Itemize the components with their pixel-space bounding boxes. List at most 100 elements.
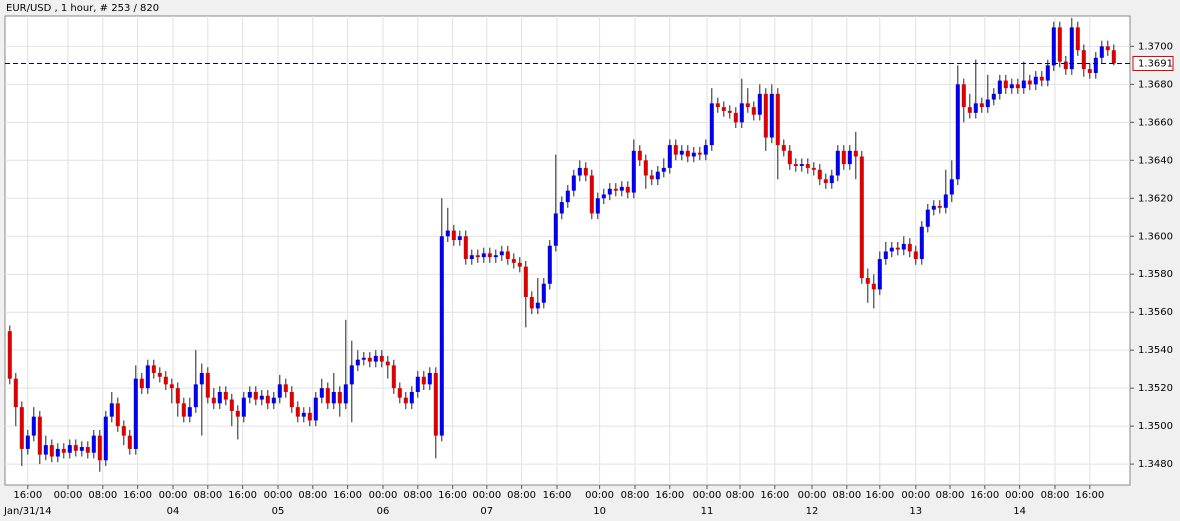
candle-body	[1081, 50, 1086, 70]
candle-body	[433, 372, 438, 436]
x-tick-label: 08:00	[832, 490, 861, 501]
candle-body	[1057, 27, 1062, 62]
candle-body	[139, 378, 144, 389]
candle-body	[55, 448, 60, 457]
x-tick-label: 00:00	[1005, 490, 1034, 501]
candle-body	[973, 103, 978, 113]
candle-body	[709, 103, 714, 146]
x-tick-label: 08:00	[298, 490, 327, 501]
candle-body	[613, 188, 618, 191]
candle-body	[223, 391, 228, 400]
candle-body	[421, 376, 426, 385]
candle-body	[655, 171, 660, 180]
y-tick-label: 1.3680	[1138, 79, 1173, 90]
candle-body	[607, 188, 612, 195]
candle-body	[865, 278, 870, 284]
candle-body	[955, 84, 960, 180]
candle-body	[361, 357, 366, 360]
candle-body	[97, 435, 102, 461]
candle-body	[1033, 76, 1038, 85]
candle-body	[793, 164, 798, 167]
candle-body	[985, 99, 990, 108]
candle-body	[349, 365, 354, 385]
candle-body	[805, 164, 810, 168]
candle-body	[241, 397, 246, 417]
candle-body	[649, 175, 654, 180]
candle-body	[535, 302, 540, 309]
candle-body	[577, 167, 582, 176]
candle-body	[175, 388, 180, 404]
candle-body	[403, 397, 408, 404]
candle-body	[259, 395, 264, 400]
candle-body	[1075, 27, 1080, 51]
candle-body	[823, 179, 828, 184]
candle-body	[901, 243, 906, 250]
date-label: 11	[701, 506, 714, 517]
candle-body	[817, 169, 822, 180]
candle-body	[193, 384, 198, 408]
candle-body	[91, 435, 96, 453]
candle-body	[169, 384, 174, 389]
candle-body	[931, 205, 936, 210]
candle-body	[997, 80, 1002, 94]
candle-body	[811, 167, 816, 170]
y-tick-label: 1.3600	[1138, 231, 1173, 242]
candle-body	[559, 202, 564, 214]
last-price-box	[1132, 55, 1174, 71]
candle-body	[475, 255, 480, 258]
candle-body	[355, 359, 360, 366]
candle-body	[679, 150, 684, 155]
date-label: 06	[377, 506, 390, 517]
candle-body	[445, 230, 450, 237]
candle-body	[943, 194, 948, 208]
candle-body	[799, 164, 804, 167]
candle-body	[187, 407, 192, 417]
candle-body	[1105, 46, 1110, 51]
candle-body	[667, 145, 672, 168]
candle-body	[775, 93, 780, 146]
candle-body	[283, 384, 288, 392]
candle-body	[319, 388, 324, 398]
x-tick-label: 00:00	[472, 490, 501, 501]
x-tick-label: 16:00	[333, 490, 362, 501]
candle-body	[265, 395, 270, 404]
x-tick-label: 16:00	[123, 490, 152, 501]
x-tick-label: 16:00	[1075, 490, 1104, 501]
y-tick-label: 1.3480	[1138, 459, 1173, 470]
candle-body	[25, 435, 30, 449]
candle-body	[631, 150, 636, 193]
candle-body	[247, 391, 252, 398]
candle-body	[661, 167, 666, 172]
candle-body	[343, 384, 348, 404]
x-tick-label: 08:00	[1041, 490, 1070, 501]
y-tick-label: 1.3560	[1138, 307, 1173, 318]
candle-body	[739, 103, 744, 123]
candle-body	[697, 152, 702, 155]
candle-body	[1063, 61, 1068, 70]
candle-body	[463, 236, 468, 260]
candle-body	[151, 365, 156, 373]
candle-body	[493, 255, 498, 258]
candle-body	[487, 253, 492, 258]
candle-body	[1015, 84, 1020, 89]
candle-body	[253, 391, 258, 400]
candles	[5, 17, 1130, 472]
x-tick-label: 16:00	[228, 490, 257, 501]
candle-body	[61, 448, 66, 453]
candle-body	[715, 103, 720, 108]
candle-body	[103, 416, 108, 461]
candle-body	[553, 213, 558, 246]
candle-body	[829, 175, 834, 184]
x-tick-label: 16:00	[865, 490, 894, 501]
x-tick-label: 00:00	[798, 490, 827, 501]
x-tick-label: 16:00	[760, 490, 789, 501]
candle-body	[1069, 27, 1074, 70]
candle-body	[523, 266, 528, 298]
date-label: 10	[593, 506, 606, 517]
date-label: 04	[167, 506, 180, 517]
candle-body	[721, 107, 726, 111]
x-tick-label: 00:00	[369, 490, 398, 501]
candle-body	[205, 372, 210, 398]
candle-body	[385, 361, 390, 366]
candle-body	[937, 205, 942, 208]
